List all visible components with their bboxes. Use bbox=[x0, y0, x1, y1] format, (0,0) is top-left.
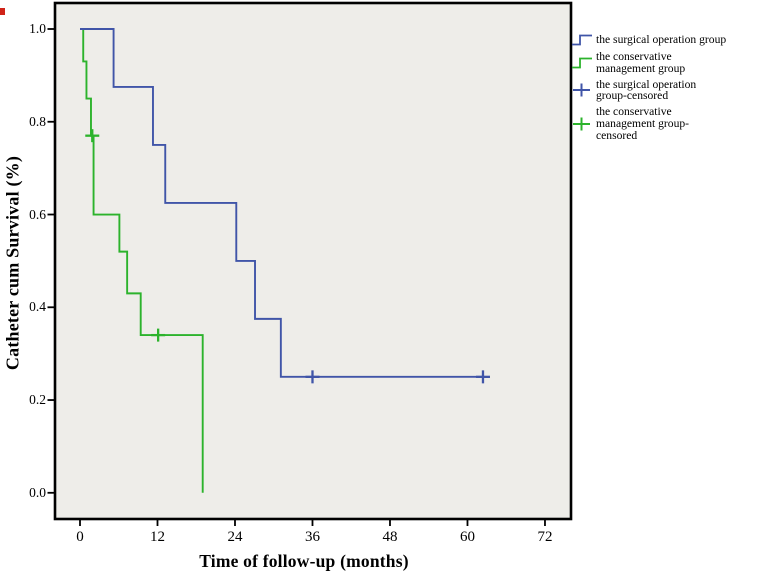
x-tick-label: 72 bbox=[537, 529, 553, 545]
y-tick-label: 0.6 bbox=[29, 206, 46, 222]
x-tick-label: 24 bbox=[227, 529, 243, 545]
censored-plus-icon bbox=[572, 83, 593, 97]
legend-label: the conservative management group bbox=[596, 50, 686, 75]
y-axis-title: Catheter cum Survival (%) bbox=[2, 155, 23, 371]
legend-label: the surgical operation group-censored bbox=[596, 77, 697, 103]
legend-item: the conservative management group- censo… bbox=[572, 106, 760, 141]
plot-frame bbox=[53, 1, 573, 521]
censored-plus-icon bbox=[572, 117, 593, 131]
chart-legend: the surgical operation group the conserva… bbox=[572, 33, 760, 146]
y-tick-label: 0.0 bbox=[29, 484, 46, 500]
y-tick-label: 0.4 bbox=[29, 299, 46, 315]
scan-artifact-mark bbox=[0, 8, 5, 15]
legend-label: the surgical operation group bbox=[596, 33, 727, 47]
legend-item: the conservative management group bbox=[572, 51, 760, 75]
x-tick-label: 12 bbox=[149, 529, 165, 545]
x-tick-label: 36 bbox=[304, 529, 320, 545]
legend-label: the conservative management group- censo… bbox=[596, 105, 690, 142]
y-tick-label: 1.0 bbox=[29, 21, 46, 36]
step-line-icon bbox=[572, 56, 593, 70]
survival-curve bbox=[80, 28, 483, 378]
survival-curve bbox=[80, 28, 204, 493]
x-tick-label: 60 bbox=[459, 529, 475, 545]
y-tick-label: 0.8 bbox=[29, 113, 46, 129]
x-tick-label: 48 bbox=[382, 529, 398, 545]
x-tick-label: 0 bbox=[76, 529, 84, 545]
step-line-icon bbox=[572, 33, 593, 47]
y-tick-label: 0.2 bbox=[29, 392, 46, 408]
legend-item: the surgical operation group-censored bbox=[572, 77, 760, 103]
legend-item: the surgical operation group bbox=[572, 33, 760, 47]
x-axis-title: Time of follow-up (months) bbox=[199, 551, 409, 571]
